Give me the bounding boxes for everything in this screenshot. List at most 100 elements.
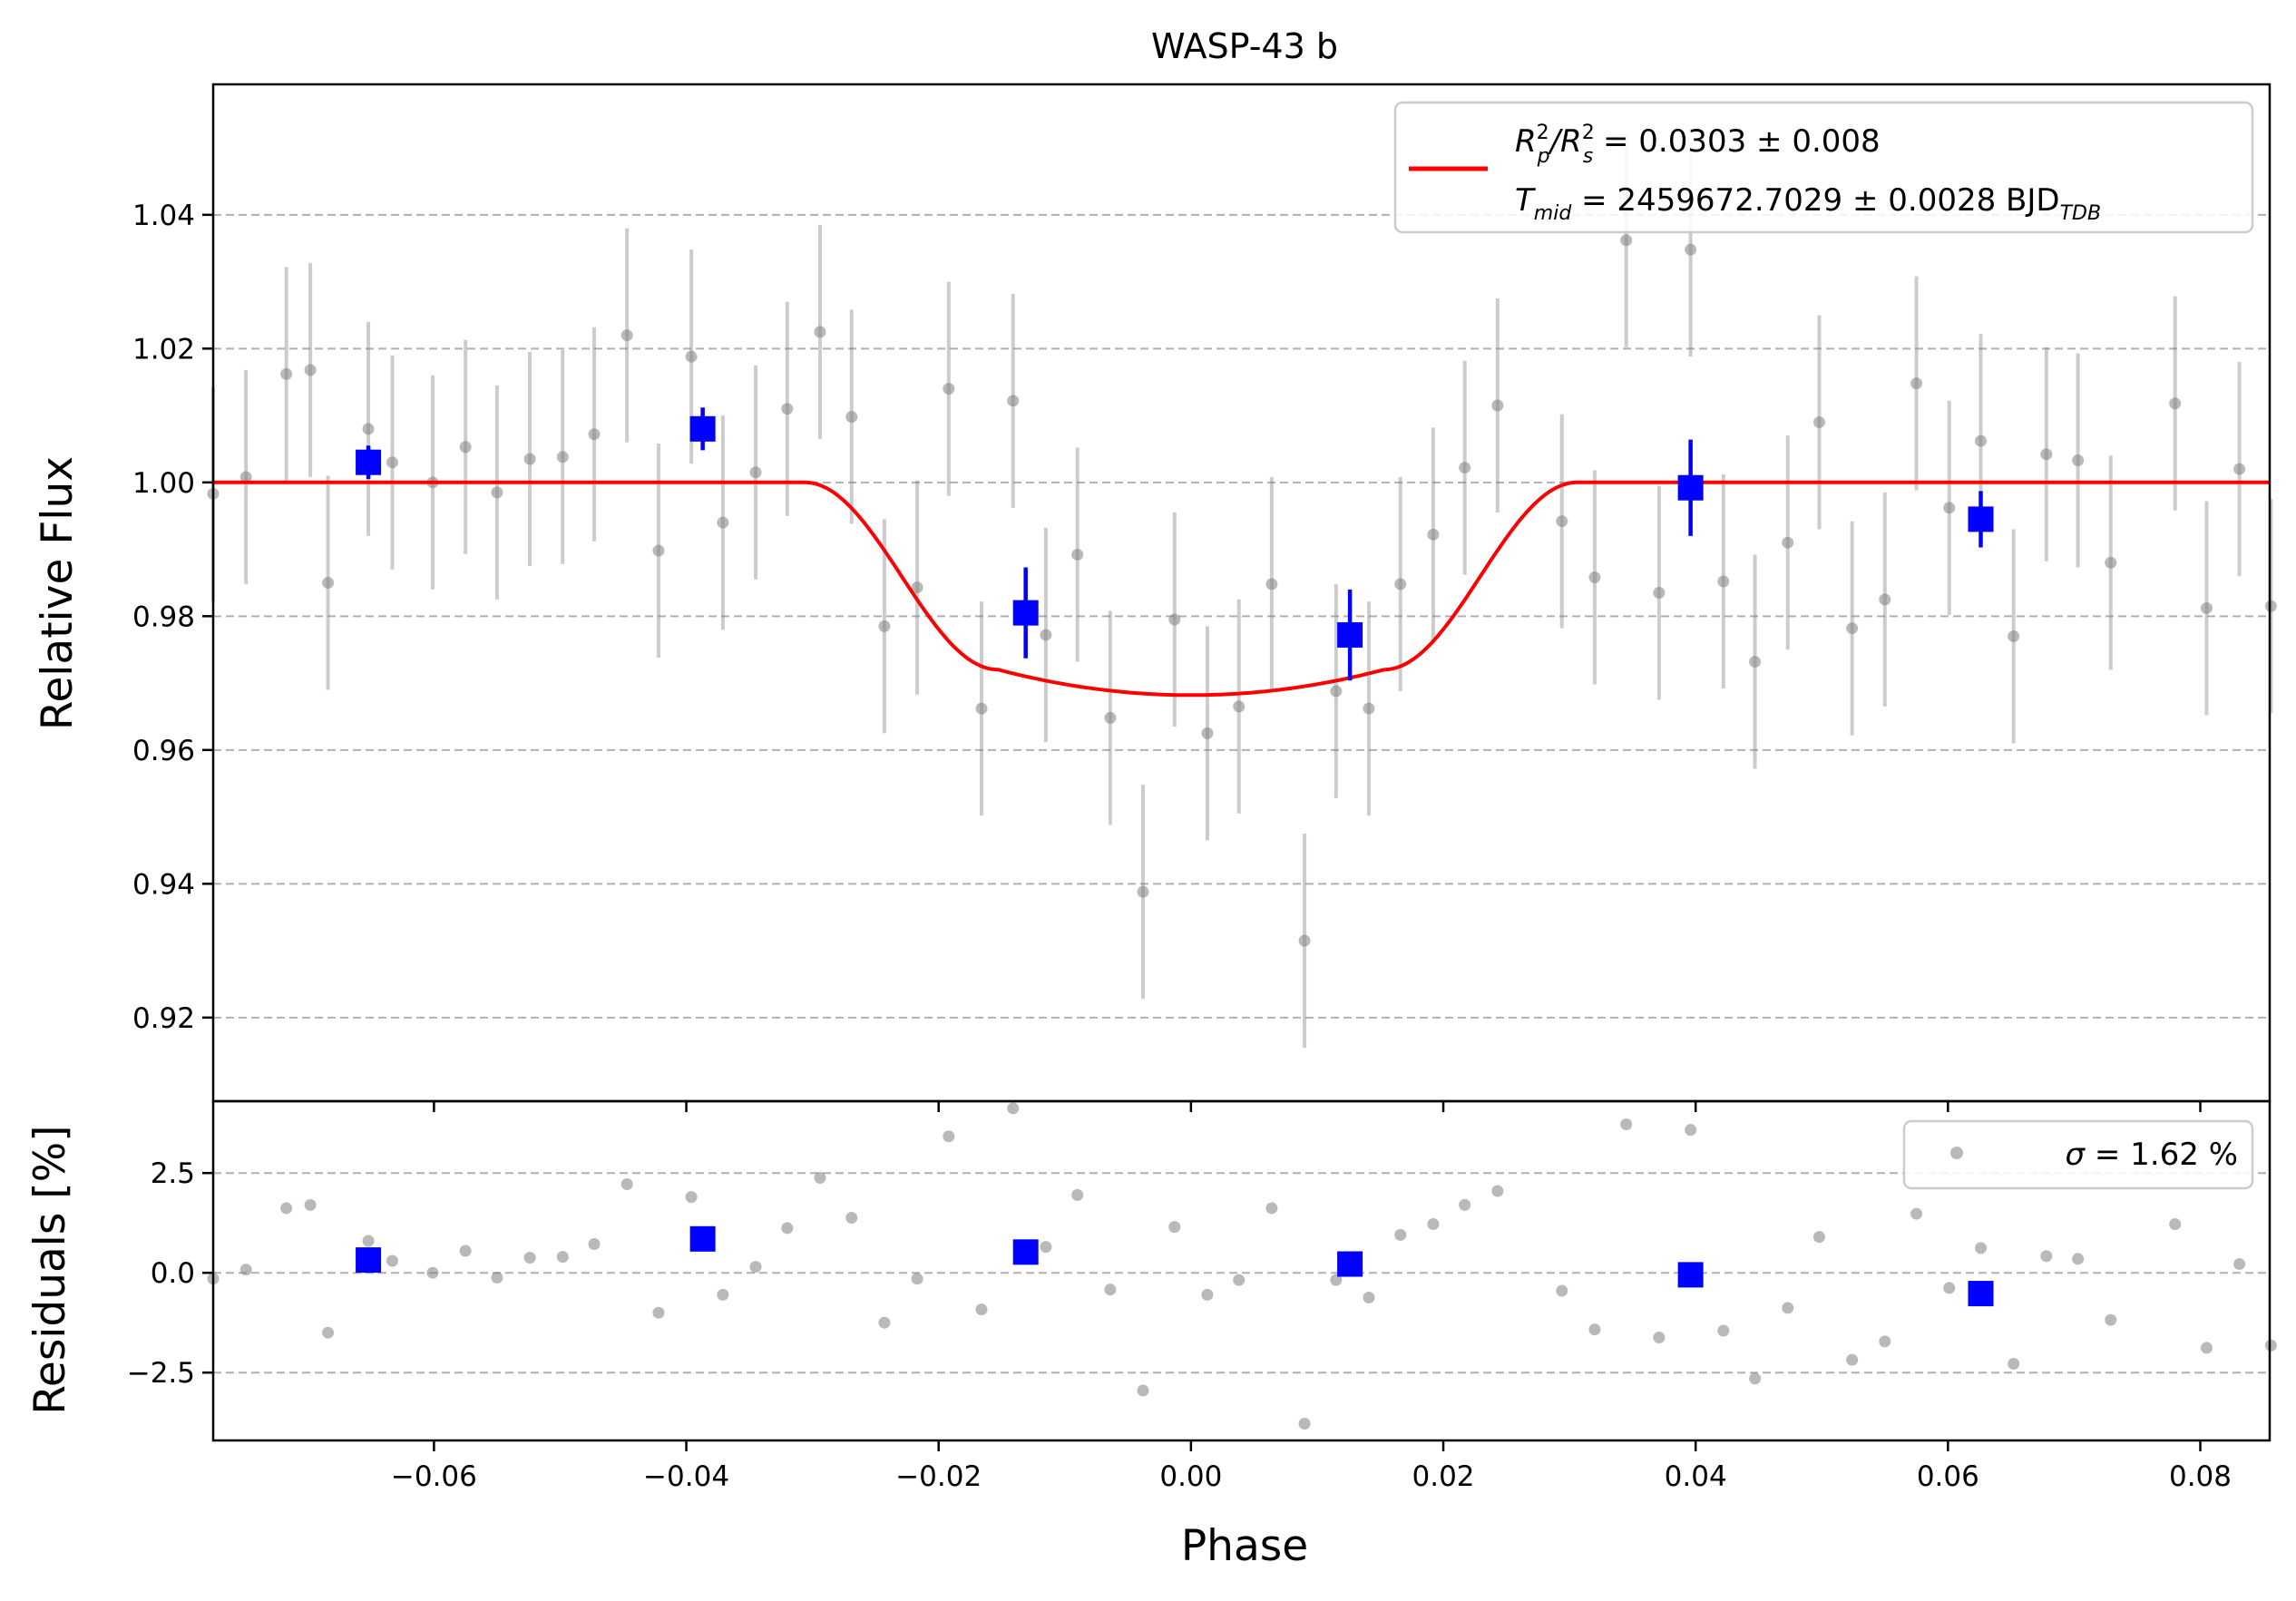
raw-residual-point [1201, 1288, 1214, 1301]
raw-residual-point [1717, 1324, 1730, 1337]
legend-rs-prefix: /R [1548, 123, 1582, 160]
raw-data-point [685, 350, 698, 363]
bottom-legend: σ = 1.62 % [1902, 1119, 2254, 1190]
raw-residual-point [1168, 1221, 1181, 1234]
raw-residual-point [1459, 1198, 1471, 1211]
binned-residual-point [1677, 1262, 1704, 1288]
raw-data-point [2008, 630, 2020, 642]
legend-tmid-value: = 2459672.7029 ± 0.0028 BJD [1571, 182, 2059, 219]
legend-rs-sup: 2 [1582, 122, 1595, 144]
raw-residual-point [1104, 1284, 1117, 1296]
raw-data-point [749, 466, 762, 479]
raw-residual-point [1812, 1231, 1825, 1244]
raw-residual-point [1233, 1274, 1246, 1286]
binned-data-point [1677, 474, 1704, 501]
bottom-y-axis-title: Residuals [%] [25, 1125, 75, 1414]
raw-residual-point [588, 1238, 601, 1251]
x-tick-label: 0.04 [1665, 1460, 1727, 1493]
raw-residual-point [304, 1198, 317, 1211]
raw-residual-point [943, 1130, 955, 1143]
legend-rs-sub: s [1583, 145, 1593, 168]
legend-sigma-text: σ = 1.62 % [2066, 1137, 2238, 1173]
legend-rp-rs-text: R2 p/R2 s = 0.0303 ± 0.008 [1515, 122, 1881, 168]
x-tick-label: 0.08 [2169, 1460, 2232, 1493]
raw-residual-point [1363, 1291, 1375, 1303]
bottom-y-tick-label: −2.5 [127, 1357, 195, 1390]
raw-residual-point [1265, 1202, 1278, 1215]
raw-data-point [1104, 711, 1117, 724]
raw-data-point [1975, 434, 1988, 447]
top-legend: R2 p/R2 s = 0.0303 ± 0.008 Tmid = 2459672.… [1393, 101, 2254, 234]
raw-residual-point [975, 1303, 988, 1316]
raw-data-point [2233, 463, 2246, 475]
raw-residual-point [1749, 1372, 1762, 1385]
raw-residual-point [280, 1202, 293, 1215]
top-y-axis-ticks: 0.92 0.94 0.96 0.98 1.00 1.02 1.04 [132, 200, 213, 1035]
raw-residual-point [1782, 1302, 1794, 1314]
raw-data-point [2072, 454, 2085, 466]
raw-data-point [845, 411, 858, 424]
x-tick-label: −0.06 [391, 1460, 477, 1493]
legend-rp-sub: p [1537, 145, 1550, 168]
raw-data-point [239, 471, 252, 483]
raw-data-point [322, 576, 335, 589]
binned-residual-point [356, 1247, 382, 1274]
raw-residual-point [1427, 1218, 1440, 1231]
binned-residual-point [1968, 1281, 1994, 1307]
raw-residual-point [2169, 1218, 2182, 1231]
raw-data-point [1620, 234, 1633, 247]
top-legend-box [1393, 101, 2254, 234]
binned-data-point [1337, 621, 1363, 648]
raw-residual-point [1137, 1384, 1149, 1397]
raw-residual-point [1975, 1242, 1988, 1254]
raw-residual-point [1910, 1207, 1923, 1220]
raw-residual-point [239, 1264, 252, 1276]
raw-residual-point [717, 1288, 729, 1301]
raw-residual-point [814, 1171, 826, 1184]
x-tick-label: 0.02 [1412, 1460, 1475, 1493]
top-y-tick-label: 0.92 [132, 1002, 195, 1035]
legend-tmid-prefix: T [1515, 182, 1536, 219]
raw-residual-point [1298, 1418, 1311, 1430]
raw-data-point [1007, 395, 1020, 407]
raw-data-point [1812, 415, 1825, 428]
legend-tmid-text: Tmid = 2459672.7029 ± 0.0028 BJDTDB [1515, 182, 2101, 225]
transit-model-series [213, 480, 2270, 698]
x-tick-label: 0.00 [1159, 1460, 1222, 1493]
raw-data-point [1168, 613, 1181, 626]
raw-residual-point [2264, 1339, 2277, 1352]
raw-data-point [280, 367, 293, 380]
legend-tmid-sub: mid [1534, 202, 1573, 225]
bottom-raw-residual-series [207, 1102, 2277, 1430]
raw-data-point [943, 383, 955, 395]
bottom-y-tick-label: 2.5 [151, 1157, 195, 1190]
raw-data-point [878, 620, 891, 632]
raw-residual-point [1620, 1118, 1633, 1131]
bottom-legend-box [1902, 1119, 2254, 1190]
raw-residual-point [1394, 1228, 1407, 1241]
raw-data-point [1588, 571, 1601, 584]
binned-data-point [689, 415, 716, 442]
raw-residual-point [1653, 1331, 1666, 1343]
top-y-tick-label: 0.94 [132, 868, 195, 901]
raw-data-point [588, 428, 601, 441]
raw-data-point [1879, 593, 1891, 606]
legend-rp-sup: 2 [1537, 122, 1549, 144]
raw-data-point [2105, 556, 2117, 569]
raw-residual-point [1330, 1274, 1343, 1286]
raw-residual-point [845, 1211, 858, 1224]
raw-data-point [386, 456, 398, 469]
binned-residual-point [689, 1225, 716, 1252]
x-tick-label: −0.02 [895, 1460, 982, 1493]
x-tick-label: −0.04 [643, 1460, 729, 1493]
legend-sigma-symbol: σ [2066, 1137, 2086, 1173]
raw-residual-point [685, 1191, 698, 1204]
raw-data-point [2040, 448, 2053, 461]
raw-data-point [2264, 600, 2277, 612]
top-binned-data-series [356, 407, 1994, 681]
top-y-tick-label: 1.00 [132, 467, 195, 500]
bottom-x-axis-ticks: −0.06 −0.04 −0.02 0.00 0.02 0.04 0.06 0.08 [391, 1440, 2232, 1493]
raw-data-point [620, 329, 633, 342]
raw-data-point [2200, 601, 2213, 614]
raw-residual-point [878, 1316, 891, 1329]
